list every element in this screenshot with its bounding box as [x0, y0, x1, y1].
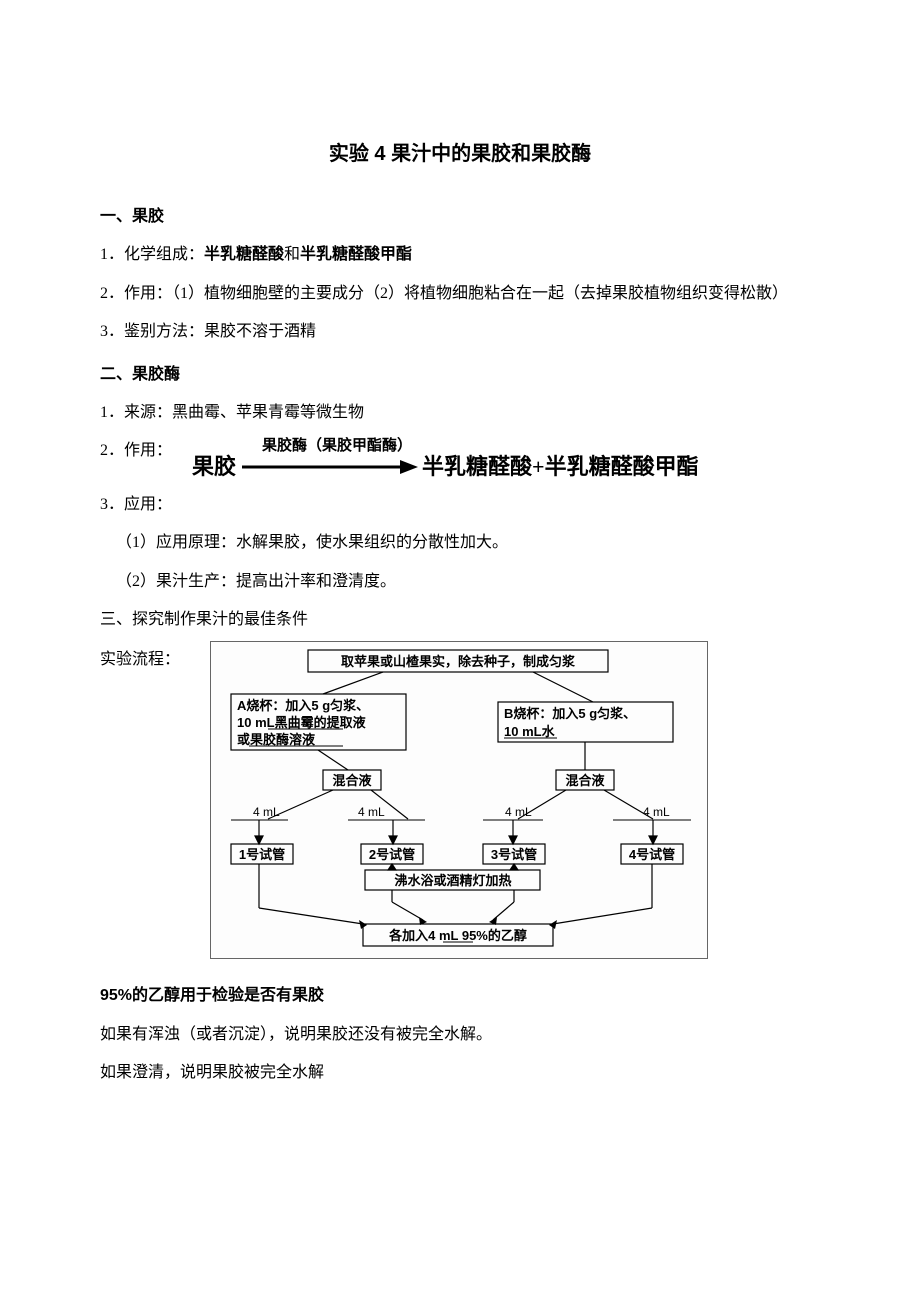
bottom-b3: 如果澄清，说明果胶被完全水解 — [100, 1054, 820, 1092]
s1-p1: 1．化学组成：半乳糖醛酸和半乳糖醛酸甲酯 — [100, 236, 820, 274]
flow-a-l2: 10 mL黑曲霉的提取液 — [237, 715, 366, 730]
flow-tube3: 3号试管 — [491, 847, 537, 862]
s2-p3a: （1）应用原理：水解果胶，使水果组织的分散性加大。 — [100, 524, 820, 562]
flow-heat: 沸水浴或酒精灯加热 — [395, 873, 512, 888]
s1-p2: 2．作用：（1）植物细胞壁的主要成分（2）将植物细胞粘合在一起（去掉果胶植物组织… — [100, 275, 820, 313]
section-3-head: 三、探究制作果汁的最佳条件 — [100, 601, 820, 639]
s1-p1-prefix: 1．化学组成： — [100, 246, 204, 263]
flow-tube1: 1号试管 — [239, 847, 285, 862]
reaction-left: 果胶 — [192, 456, 236, 478]
flow-mixA: 混合液 — [333, 773, 372, 788]
reaction-right: 半乳糖醛酸+半乳糖醛酸甲酯 — [422, 456, 699, 478]
flow-ethanol: 各加入4 mL 95%的乙醇 — [388, 928, 527, 943]
s2-p2-label: 2．作用： — [100, 432, 172, 470]
s1-p1-mid: 和 — [284, 246, 300, 263]
s2-p3b: （2）果汁生产：提高出汁率和澄清度。 — [100, 563, 820, 601]
flow-vol-3: 4 mL — [505, 805, 532, 819]
flow-vol-2: 4 mL — [358, 805, 385, 819]
bottom-b1: 95%的乙醇用于检验是否有果胶 — [100, 977, 820, 1015]
flow-tube4: 4号试管 — [629, 847, 675, 862]
flow-b-l1: B烧杯：加入5 g匀浆、 — [504, 706, 636, 721]
flow-a-l1: A烧杯：加入5 g匀浆、 — [237, 698, 369, 713]
reaction-diagram: 果胶酶（果胶甲酯酶） 果胶 半乳糖醛酸+半乳糖醛酸甲酯 — [192, 432, 699, 478]
s1-p1-b2: 半乳糖醛酸甲酯 — [300, 246, 412, 263]
flowchart-diagram: 取苹果或山楂果实，除去种子，制成匀浆 A烧杯：加入5 g匀浆、 10 mL黑曲霉… — [210, 641, 708, 959]
reaction-row: 2．作用： 果胶酶（果胶甲酯酶） 果胶 半乳糖醛酸+半乳糖醛酸甲酯 — [100, 432, 820, 478]
flow-top: 取苹果或山楂果实，除去种子，制成匀浆 — [341, 654, 576, 669]
flow-label: 实验流程： — [100, 641, 180, 679]
flow-vol-1: 4 mL — [253, 805, 280, 819]
enzyme-label: 果胶酶（果胶甲酯酶） — [262, 436, 699, 456]
s2-p3: 3．应用： — [100, 486, 820, 524]
flow-b-l2: 10 mL水 — [504, 724, 556, 739]
reaction-arrow-icon — [240, 458, 418, 476]
s1-p1-b1: 半乳糖醛酸 — [204, 246, 284, 263]
flow-row: 实验流程： 取苹果或山楂果实，除去种子，制成匀浆 A烧杯：加入5 g匀浆、 10… — [100, 641, 820, 959]
flow-a-l3: 或果胶酶溶液 — [237, 732, 315, 747]
bottom-b2: 如果有浑浊（或者沉淀），说明果胶还没有被完全水解。 — [100, 1016, 820, 1054]
section-1-head: 一、果胶 — [100, 198, 820, 236]
page-title: 实验 4 果汁中的果胶和果胶酶 — [100, 130, 820, 178]
s2-p1: 1．来源：黑曲霉、苹果青霉等微生物 — [100, 394, 820, 432]
flow-vol-4: 4 mL — [643, 805, 670, 819]
s1-p3: 3．鉴别方法：果胶不溶于酒精 — [100, 313, 820, 351]
section-2-head: 二、果胶酶 — [100, 356, 820, 394]
flow-mixB: 混合液 — [566, 773, 605, 788]
flow-tube2: 2号试管 — [369, 847, 415, 862]
